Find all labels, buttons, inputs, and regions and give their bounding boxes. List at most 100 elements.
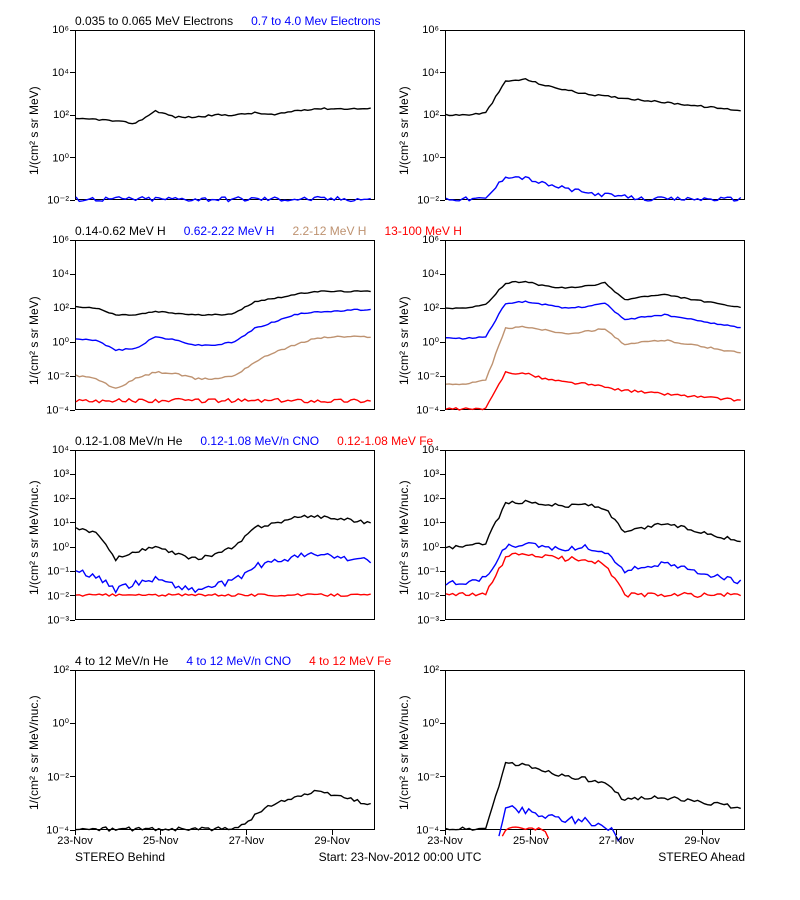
xtick-label: 27-Nov — [599, 835, 634, 847]
series-line — [76, 553, 371, 593]
ytick — [70, 308, 75, 309]
xtick-label: 25-Nov — [513, 835, 548, 847]
ytick — [440, 620, 445, 621]
footer-right: STEREO Ahead — [658, 850, 745, 864]
legend-row-3: 4 to 12 MeV/n He4 to 12 MeV/n CNO4 to 12… — [75, 654, 409, 668]
ytick-label: 10⁶ — [405, 24, 439, 36]
ytick — [440, 776, 445, 777]
ytick-label: 10⁻³ — [405, 614, 439, 627]
legend-item: 0.14-0.62 MeV H — [75, 224, 166, 238]
ytick — [440, 308, 445, 309]
ytick — [440, 200, 445, 201]
legend-item: 0.7 to 4.0 Mev Electrons — [251, 14, 380, 28]
panel-r3-c0 — [75, 670, 375, 830]
ytick-label: 10² — [405, 664, 439, 676]
ytick — [440, 522, 445, 523]
plot-svg — [76, 671, 374, 829]
ytick — [440, 450, 445, 451]
ytick-label: 10⁴ — [35, 67, 69, 79]
series-line — [446, 763, 741, 831]
legend-row-0: 0.035 to 0.065 MeV Electrons 0.7 to 4.0 M… — [75, 14, 399, 28]
series-line — [76, 399, 371, 403]
series-line — [446, 372, 741, 410]
ytick — [440, 342, 445, 343]
ytick — [440, 274, 445, 275]
ytick — [70, 474, 75, 475]
plot-svg — [76, 241, 374, 409]
ytick — [440, 723, 445, 724]
ytick-label: 10⁶ — [405, 234, 439, 246]
legend-item: 0.12-1.08 MeV/n CNO — [200, 434, 319, 448]
series-line — [446, 301, 741, 339]
ytick — [70, 157, 75, 158]
ytick — [440, 72, 445, 73]
panel-r1-c0 — [75, 240, 375, 410]
xtick-label: 27-Nov — [229, 835, 264, 847]
ytick — [70, 620, 75, 621]
legend-item: 2.2-12 MeV H — [292, 224, 366, 238]
panel-r1-c1 — [445, 240, 745, 410]
legend-item: 4 to 12 MeV/n He — [75, 654, 168, 668]
series-line — [446, 177, 741, 201]
ytick — [70, 547, 75, 548]
y-axis-label: 1/(cm² s sr MeV/nuc.) — [397, 695, 411, 810]
series-line — [76, 108, 371, 124]
plot-svg — [446, 31, 744, 199]
ytick — [440, 157, 445, 158]
ytick — [70, 595, 75, 596]
series-line — [76, 790, 371, 830]
y-axis-label: 1/(cm² s sr MeV/nuc.) — [27, 480, 41, 595]
ytick — [440, 30, 445, 31]
ytick — [70, 342, 75, 343]
legend-item: 4 to 12 MeV/n CNO — [186, 654, 291, 668]
xtick-label: 25-Nov — [143, 835, 178, 847]
ytick-label: 10⁻² — [405, 194, 439, 207]
legend-item: 0.035 to 0.065 MeV Electrons — [75, 14, 233, 28]
panel-r2-c0 — [75, 450, 375, 620]
ytick-label: 10⁴ — [35, 268, 69, 280]
ytick — [440, 410, 445, 411]
ytick — [70, 571, 75, 572]
ytick — [70, 450, 75, 451]
plot-svg — [446, 241, 744, 409]
plot-svg — [76, 31, 374, 199]
series-line — [446, 326, 741, 384]
ytick — [70, 410, 75, 411]
ytick — [70, 723, 75, 724]
panel-r3-c1 — [445, 670, 745, 830]
series-line — [76, 197, 371, 202]
ytick-label: 10⁻⁴ — [405, 404, 439, 417]
ytick — [440, 115, 445, 116]
series-line — [446, 543, 741, 585]
xtick-label: 29-Nov — [684, 835, 719, 847]
ytick-label: 10⁶ — [35, 234, 69, 246]
ytick — [440, 670, 445, 671]
ytick — [70, 670, 75, 671]
series-line — [446, 553, 741, 597]
ytick-label: 10⁴ — [405, 268, 439, 280]
ytick — [70, 522, 75, 523]
panel-r0-c1 — [445, 30, 745, 200]
legend-item: 0.62-2.22 MeV H — [184, 224, 275, 238]
ytick — [70, 498, 75, 499]
ytick — [440, 571, 445, 572]
series-line — [76, 594, 371, 596]
ytick — [70, 115, 75, 116]
xtick-label: 29-Nov — [314, 835, 349, 847]
ytick-label: 10³ — [405, 468, 439, 480]
ytick — [440, 240, 445, 241]
ytick-label: 10⁴ — [35, 444, 69, 456]
ytick — [440, 498, 445, 499]
ytick — [440, 595, 445, 596]
ytick — [440, 376, 445, 377]
y-axis-label: 1/(cm² s sr MeV) — [27, 296, 41, 385]
ytick — [440, 547, 445, 548]
series-line — [446, 500, 741, 548]
ytick-label: 10² — [35, 664, 69, 676]
plot-svg — [76, 451, 374, 619]
panel-r0-c0 — [75, 30, 375, 200]
y-axis-label: 1/(cm² s sr MeV/nuc.) — [397, 480, 411, 595]
plot-svg — [446, 671, 744, 829]
ytick — [70, 274, 75, 275]
legend-item: 0.12-1.08 MeV/n He — [75, 434, 182, 448]
